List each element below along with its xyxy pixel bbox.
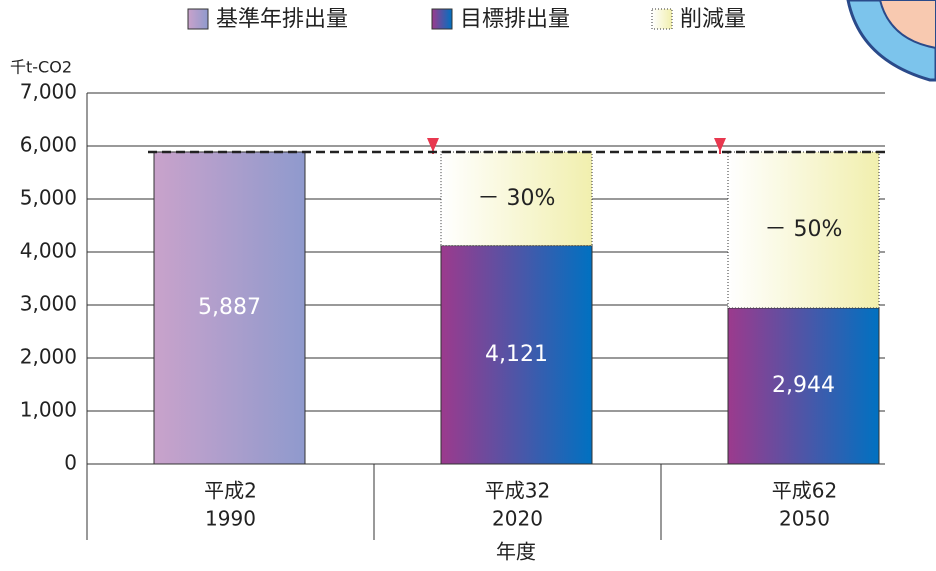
value-label: 2,944 [772, 373, 835, 398]
legend-swatch [651, 8, 673, 30]
legend-label: 目標排出量 [460, 7, 570, 32]
x-tick-year: 1990 [205, 507, 256, 531]
x-tick-year: 2020 [492, 507, 543, 531]
legend-label: 基準年排出量 [216, 7, 348, 32]
legend-swatch [431, 8, 453, 30]
y-tick-label: 4,000 [20, 239, 77, 263]
value-label: 4,121 [485, 342, 548, 367]
arrow-head [427, 137, 439, 152]
y-axis-label: 千t-CO2 [10, 58, 72, 77]
x-tick-label: 平成32 [485, 479, 550, 503]
x-axis-label: 年度 [496, 540, 536, 564]
bar-segment [727, 307, 880, 465]
value-label: 5,887 [198, 295, 261, 320]
bar-segment [727, 151, 880, 309]
x-tick-label: 平成62 [772, 479, 837, 503]
y-tick-label: 5,000 [20, 186, 77, 210]
legend-label: 削減量 [680, 7, 746, 32]
y-tick-label: 7,000 [20, 80, 77, 104]
x-tick-label: 平成2 [204, 479, 257, 503]
y-tick-label: 0 [64, 451, 77, 475]
bar-segment [153, 151, 306, 465]
y-tick-label: 6,000 [20, 133, 77, 157]
y-tick-label: 2,000 [20, 345, 77, 369]
y-tick-label: 3,000 [20, 292, 77, 316]
x-tick-year: 2050 [779, 507, 830, 531]
reduction-label: － 30% [478, 186, 556, 211]
reduction-label: － 50% [765, 217, 843, 242]
legend-swatch [187, 8, 209, 30]
bar-segment [440, 245, 593, 465]
arrow-head [714, 137, 726, 152]
y-tick-label: 1,000 [20, 398, 77, 422]
